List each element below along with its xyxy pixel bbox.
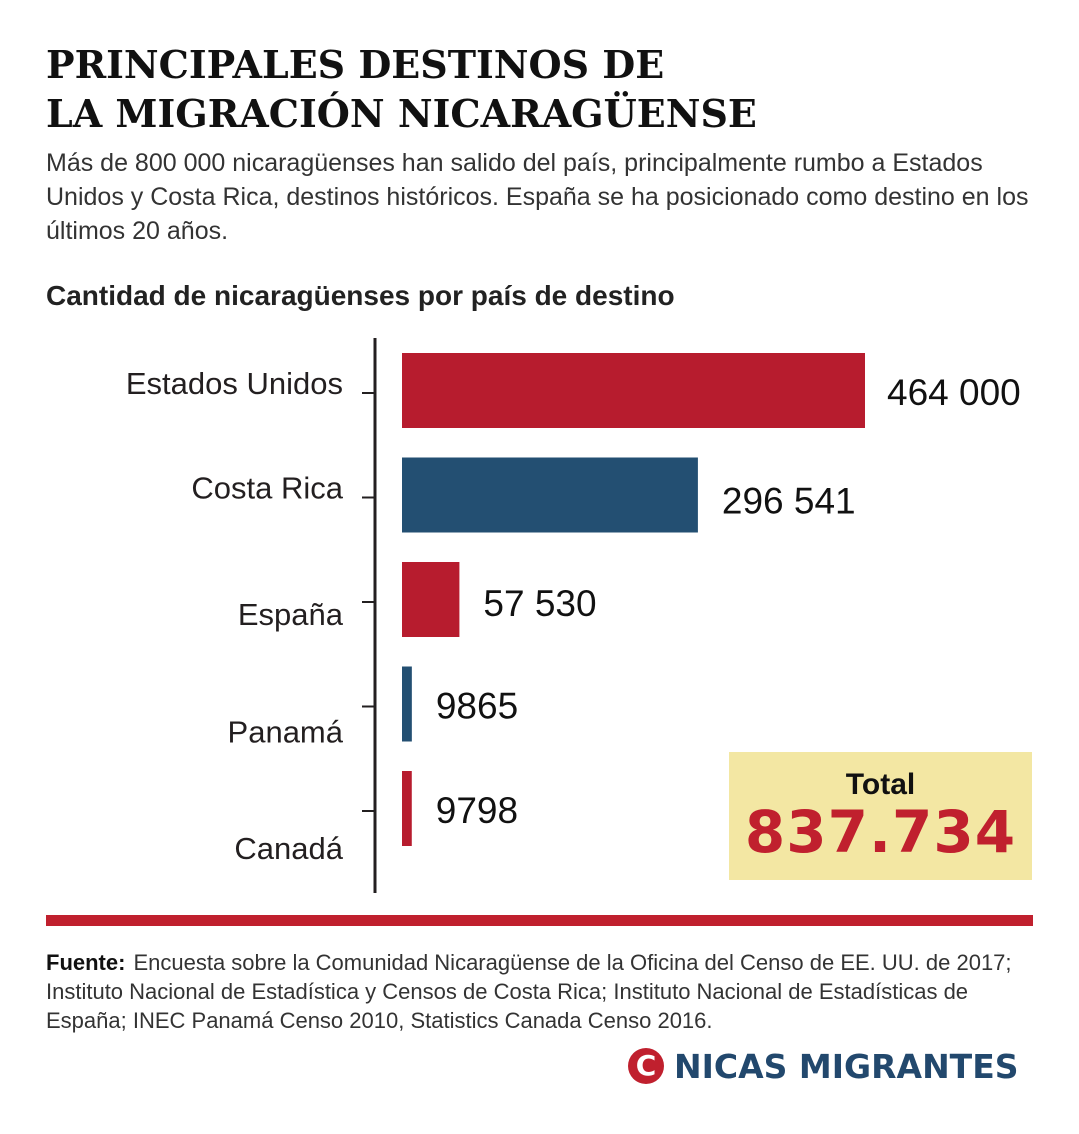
category-label: Canadá: [234, 831, 343, 866]
category-label: Estados Unidos: [126, 366, 343, 401]
brand-name: NICAS MIGRANTES: [674, 1046, 1019, 1086]
category-label: Panamá: [228, 715, 344, 750]
bar: [402, 771, 412, 846]
bar: [402, 457, 698, 533]
category-label: España: [238, 597, 344, 632]
brand: C NICAS MIGRANTES: [628, 1046, 1019, 1086]
title-line-2: LA MIGRACIÓN NICARAGÜENSE: [46, 91, 757, 136]
total-value: 837.734: [744, 798, 1017, 866]
value-label: 296 541: [722, 481, 856, 522]
category-label: Costa Rica: [191, 471, 343, 506]
total-box: Total 837.734: [729, 752, 1032, 880]
page-title: PRINCIPALES DESTINOS DE LA MIGRACIÓN NIC…: [46, 40, 1046, 138]
value-label: 57 530: [483, 583, 596, 624]
divider-rule: [46, 915, 1033, 926]
value-label: 9798: [436, 790, 518, 831]
total-label: Total: [845, 768, 916, 801]
bar: [402, 562, 460, 637]
value-label: 9865: [436, 686, 518, 727]
title-line-1: PRINCIPALES DESTINOS DE: [46, 42, 665, 87]
value-label: 464 000: [887, 372, 1021, 413]
bar: [402, 666, 412, 742]
subtitle: Más de 800 000 nicaragüenses han salido …: [46, 149, 1029, 245]
bar: [402, 353, 865, 428]
chart-title: Cantidad de nicaragüenses por país de de…: [46, 280, 675, 311]
source-label: Fuente:: [46, 950, 126, 975]
brand-logo-icon: C: [628, 1048, 664, 1084]
source-note: Fuente: Encuesta sobre la Comunidad Nicar…: [46, 948, 1036, 1035]
source-text: Encuesta sobre la Comunidad Nicaragüense…: [46, 950, 1012, 1033]
